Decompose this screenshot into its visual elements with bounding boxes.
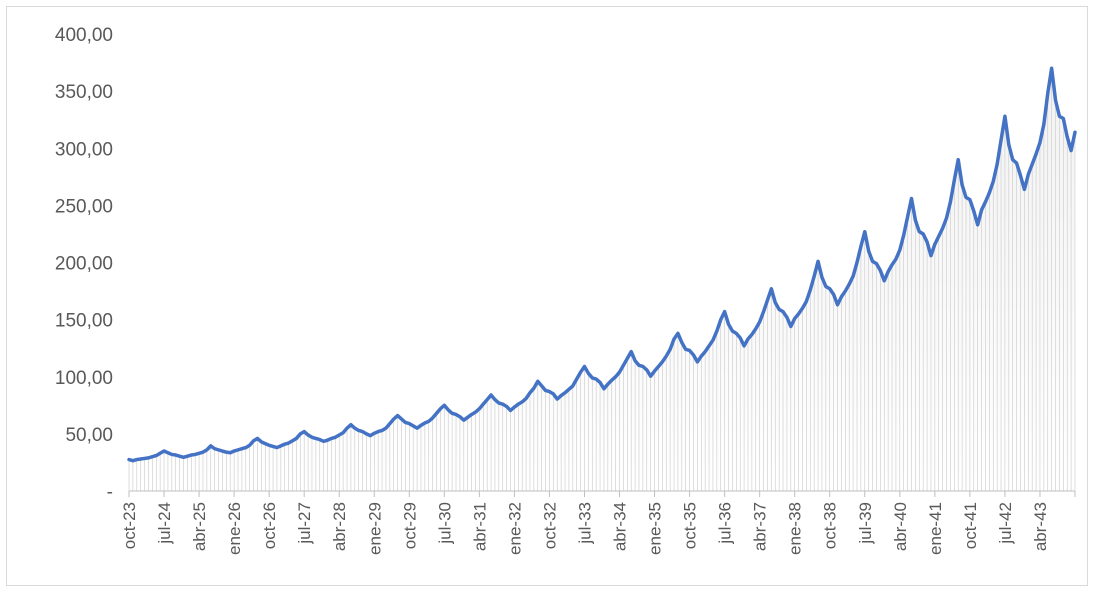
y-tick-label: 100,00 xyxy=(55,368,113,389)
x-tick-label: abr-43 xyxy=(1031,502,1050,551)
area-fill-layer xyxy=(129,68,1075,492)
x-tick-label: abr-34 xyxy=(611,502,630,551)
series-line-layer xyxy=(127,66,1077,463)
y-tick-label: - xyxy=(107,482,113,503)
x-tick-label: oct-29 xyxy=(400,502,419,549)
x-tick-label: oct-35 xyxy=(681,502,700,549)
x-tick-label: ene-29 xyxy=(365,502,384,555)
x-tick-label: abr-28 xyxy=(330,502,349,551)
x-tick-label: oct-23 xyxy=(120,502,139,549)
x-tick-label: jul-33 xyxy=(575,502,594,545)
y-tick-label: 150,00 xyxy=(55,311,113,332)
x-tick-label: abr-37 xyxy=(751,502,770,551)
x-tick-label: jul-27 xyxy=(295,502,314,545)
series-line xyxy=(127,66,1077,463)
y-tick-label: 300,00 xyxy=(55,139,113,160)
series-area xyxy=(129,68,1075,492)
x-tick-label: oct-32 xyxy=(540,502,559,549)
x-tick-label: oct-38 xyxy=(821,502,840,549)
x-tick-label: oct-26 xyxy=(260,502,279,549)
x-tick-label: ene-41 xyxy=(926,502,945,555)
x-tick-label: ene-32 xyxy=(505,502,524,555)
x-tick-label: abr-31 xyxy=(470,502,489,551)
y-tick-label: 200,00 xyxy=(55,254,113,275)
x-tick-label: ene-35 xyxy=(646,502,665,555)
x-tick-label: ene-38 xyxy=(786,502,805,555)
y-tick-label: 350,00 xyxy=(55,82,113,103)
y-axis-labels: - 50,00 100,00 150,00 200,00 250,00 300,00 350,… xyxy=(55,25,113,503)
x-tick-label: jul-36 xyxy=(716,502,735,545)
x-tick-label: oct-41 xyxy=(961,502,980,549)
y-tick-label: 400,00 xyxy=(55,25,113,46)
x-axis-labels: oct-23 jul-24 abr-25 ene-26 oct-26 jul-27 abr-… xyxy=(120,502,1050,555)
y-tick-label: 50,00 xyxy=(65,425,113,446)
x-axis xyxy=(128,490,1076,497)
x-tick-label: abr-25 xyxy=(190,502,209,551)
area-hatch-layer xyxy=(128,68,1076,491)
x-tick-label: jul-42 xyxy=(996,502,1015,545)
x-tick-label: jul-24 xyxy=(155,502,174,545)
x-tick-label: jul-39 xyxy=(856,502,875,545)
x-tick-label: jul-30 xyxy=(435,502,454,545)
x-tick-label: ene-26 xyxy=(225,502,244,555)
x-tick-label: abr-40 xyxy=(891,502,910,551)
y-tick-label: 250,00 xyxy=(55,196,113,217)
